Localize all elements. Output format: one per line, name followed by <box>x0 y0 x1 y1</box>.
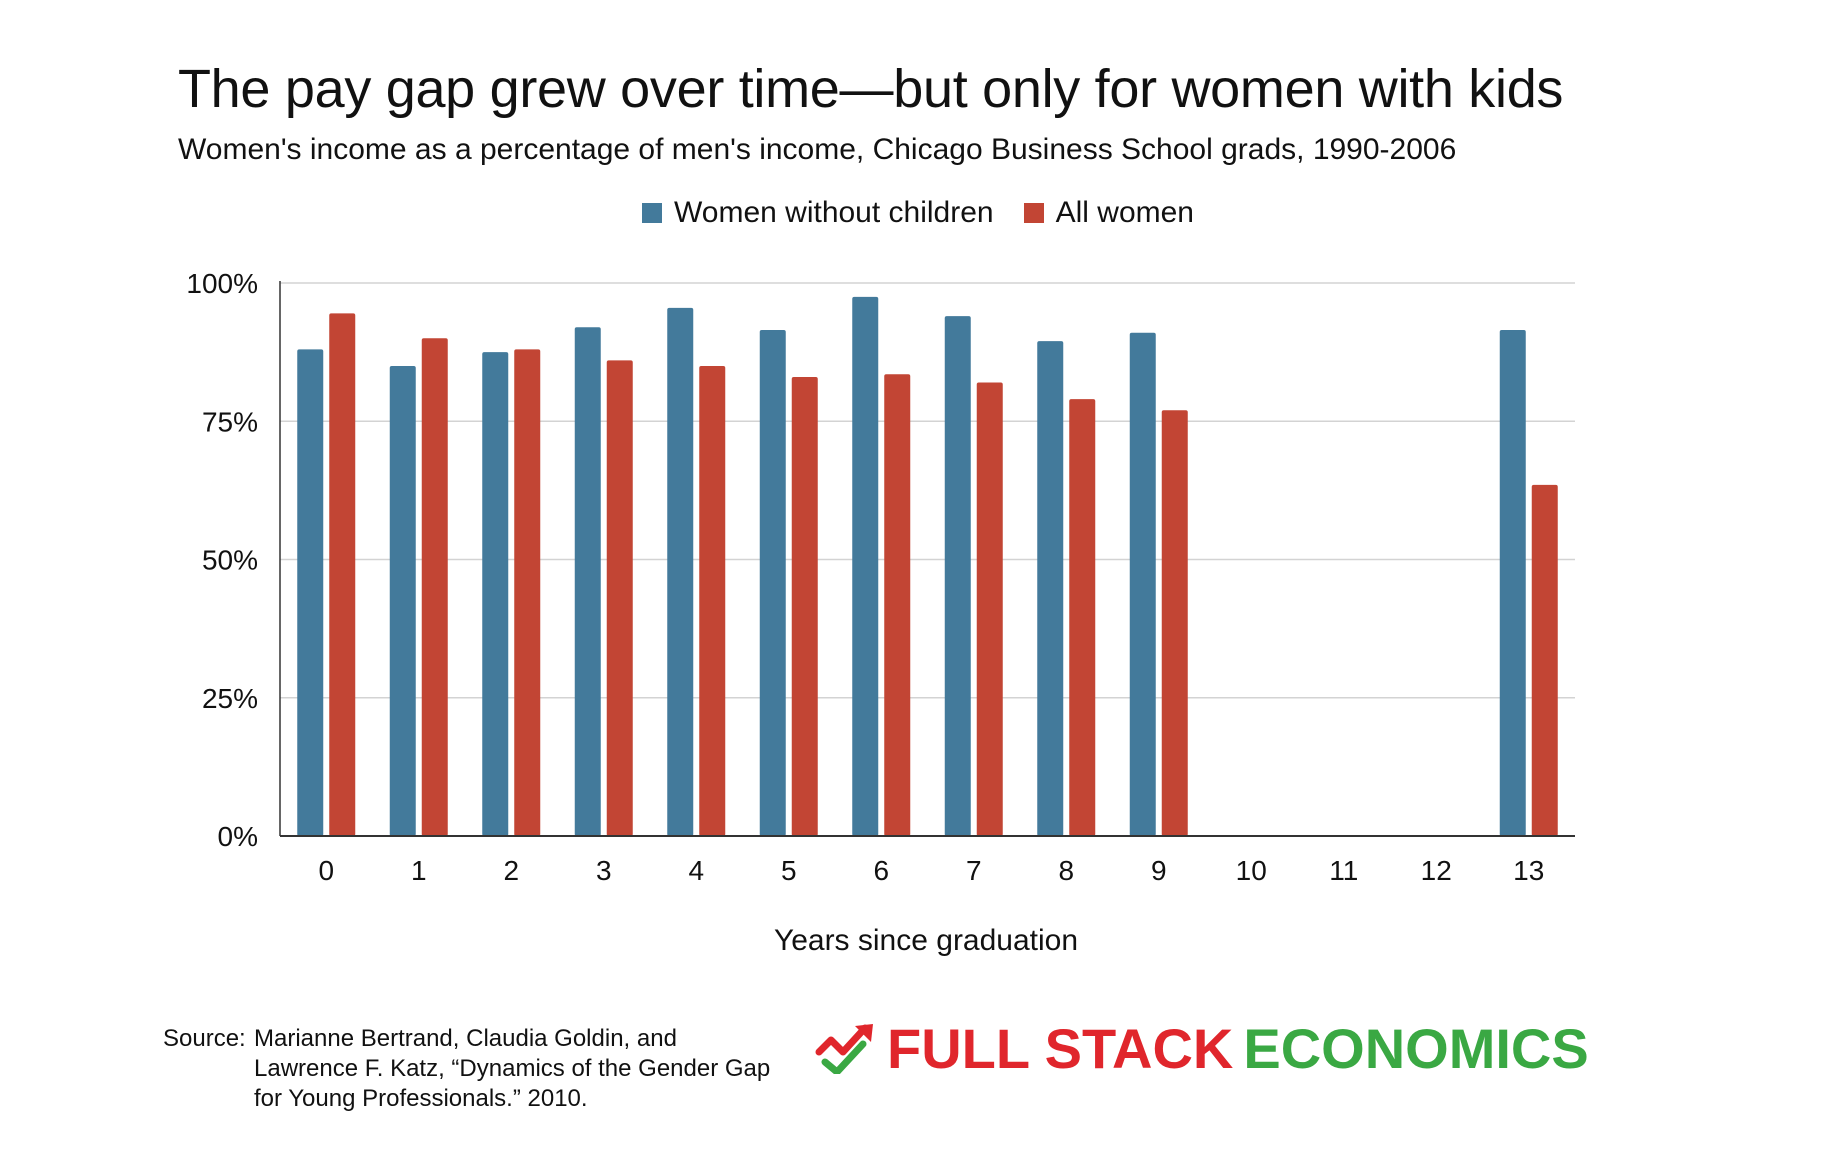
x-tick-label: 9 <box>1151 855 1167 886</box>
source-note: Source: Marianne Bertrand, Claudia Goldi… <box>163 1024 783 1114</box>
bar-all-women-8 <box>1069 399 1096 836</box>
legend-item-women-without-children: Women without children <box>642 196 994 230</box>
bar-all-women-2 <box>514 349 541 836</box>
bar-all-women-4 <box>699 365 726 836</box>
x-tick-label: 0 <box>318 855 334 886</box>
x-tick-label: 11 <box>1329 855 1358 886</box>
legend-swatch-all-women <box>1023 203 1044 223</box>
y-tick-label: 50% <box>202 545 258 576</box>
y-tick-label: 75% <box>202 406 258 437</box>
y-tick-label: 0% <box>218 821 258 852</box>
bar-all-women-13 <box>1531 484 1558 836</box>
bars <box>297 296 1558 836</box>
source-label: Source: <box>163 1025 246 1052</box>
bar-women-without-children-1 <box>389 365 416 836</box>
bar-women-without-children-0 <box>297 349 324 836</box>
x-tick-label: 4 <box>688 855 704 886</box>
bar-women-without-children-5 <box>759 330 786 836</box>
bar-women-without-children-7 <box>944 316 971 836</box>
logo: FULL STACK ECONOMICS <box>815 1013 1589 1083</box>
x-tick-label: 1 <box>411 855 427 886</box>
bar-women-without-children-2 <box>482 352 509 836</box>
y-tick-label: 100% <box>186 268 258 299</box>
source-text: Marianne Bertrand, Claudia Goldin, and L… <box>254 1025 771 1112</box>
trend-arrow-check-icon <box>815 1024 873 1074</box>
bar-all-women-9 <box>1161 410 1188 836</box>
logo-text-full-stack: FULL STACK <box>887 1016 1234 1080</box>
axes: 0%25%50%75%100%0 1 2 3 4 5 6 7 8 9 10 11 12 13 <box>186 268 1575 886</box>
x-tick-label: 3 <box>596 855 612 886</box>
bar-all-women-0 <box>329 313 356 836</box>
legend-item-all-women: All women <box>1023 196 1194 230</box>
logo-text-economics: ECONOMICS <box>1243 1016 1589 1080</box>
bar-all-women-1 <box>421 338 448 836</box>
bar-all-women-3 <box>606 360 633 836</box>
gridlines <box>280 282 1575 699</box>
bar-women-without-children-4 <box>667 307 694 836</box>
x-tick-label: 10 <box>1236 855 1267 886</box>
chart-title: The pay gap grew over time—but only for … <box>178 59 1564 119</box>
legend-label-all-women: All women <box>1055 196 1194 229</box>
x-tick-label: 5 <box>781 855 797 886</box>
bar-all-women-6 <box>884 374 911 836</box>
x-tick-label: 8 <box>1058 855 1074 886</box>
x-axis-label: Years since graduation <box>774 924 1078 957</box>
bar-women-without-children-3 <box>574 327 601 836</box>
bar-chart: 0%25%50%75%100%0 1 2 3 4 5 6 7 8 9 10 11 12 13 Years … <box>186 268 1575 957</box>
legend-label-women-without-children: Women without children <box>674 196 994 229</box>
legend-swatch-women-without-children <box>642 203 662 223</box>
bar-women-without-children-13 <box>1499 330 1526 836</box>
y-tick-label: 25% <box>202 683 258 714</box>
x-tick-label: 2 <box>503 855 519 886</box>
x-tick-label: 12 <box>1421 855 1452 886</box>
bar-women-without-children-6 <box>852 296 879 836</box>
bar-all-women-5 <box>791 377 818 836</box>
x-tick-label: 6 <box>873 855 889 886</box>
bar-women-without-children-9 <box>1129 332 1156 836</box>
x-tick-label: 13 <box>1513 855 1544 886</box>
x-tick-label: 7 <box>966 855 982 886</box>
chart-subtitle: Women's income as a percentage of men's … <box>178 133 1457 166</box>
bar-women-without-children-8 <box>1037 341 1064 836</box>
bar-all-women-7 <box>976 382 1003 836</box>
legend: Women without children All women <box>0 196 1836 230</box>
